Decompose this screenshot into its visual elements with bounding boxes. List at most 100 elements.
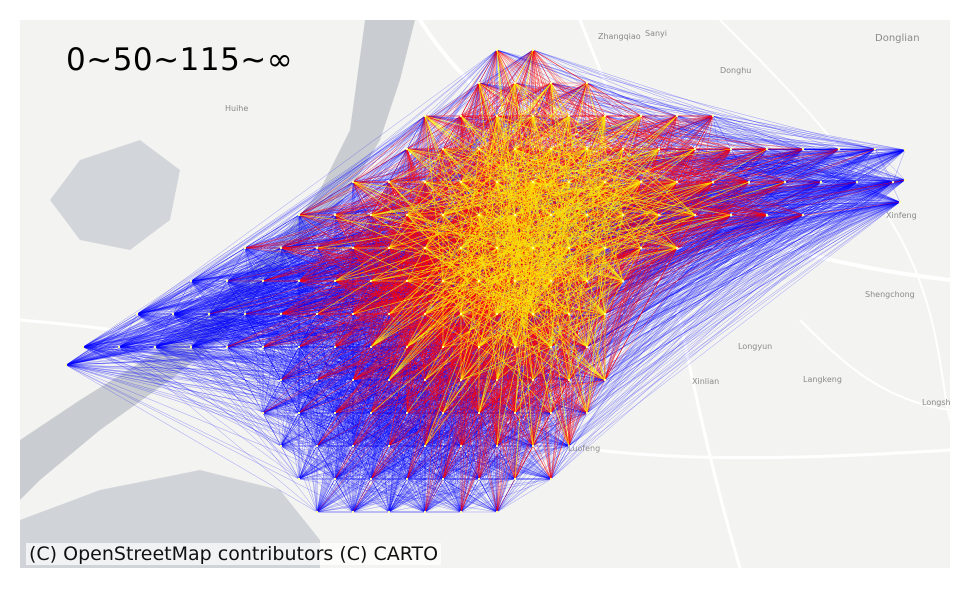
place-label: Shengchong — [865, 290, 915, 299]
zone-node — [423, 312, 427, 316]
zone-node — [189, 279, 193, 283]
zone-node — [693, 147, 697, 151]
zone-node — [315, 378, 319, 382]
zone-node — [513, 147, 517, 151]
zone-node — [243, 246, 247, 250]
zone-node — [513, 213, 517, 217]
zone-node — [459, 180, 463, 184]
zone-node — [279, 444, 283, 448]
lake — [50, 140, 180, 250]
zone-node — [423, 378, 427, 382]
road — [799, 319, 950, 411]
zone-node — [603, 378, 607, 382]
place-label: Luofeng — [568, 444, 601, 453]
zone-node — [495, 510, 499, 514]
zone-node — [495, 312, 499, 316]
zone-node — [567, 444, 571, 448]
zone-node — [603, 114, 607, 118]
zone-node — [405, 279, 409, 283]
place-label: Huihe — [225, 104, 249, 113]
zone-node — [423, 444, 427, 448]
zone-node — [603, 312, 607, 316]
zone-node — [441, 279, 445, 283]
zone-node — [801, 147, 805, 151]
zone-node — [675, 246, 679, 250]
zone-node — [765, 147, 769, 151]
zone-node — [783, 180, 787, 184]
zone-node — [903, 178, 907, 182]
zone-node — [513, 345, 517, 349]
zone-node — [441, 411, 445, 415]
zone-node — [621, 279, 625, 283]
zone-node — [729, 147, 733, 151]
zone-node — [261, 279, 265, 283]
zone-node — [477, 345, 481, 349]
zone-node — [567, 246, 571, 250]
zone-node — [477, 279, 481, 283]
zone-node — [603, 180, 607, 184]
zone-node — [819, 180, 823, 184]
zone-node — [387, 246, 391, 250]
zone-node — [441, 213, 445, 217]
zone-node — [459, 312, 463, 316]
zone-node — [405, 213, 409, 217]
zone-node — [675, 114, 679, 118]
flow-layer-high-lines — [298, 49, 786, 480]
zone-node — [333, 411, 337, 415]
zone-node — [423, 510, 427, 514]
place-label: Longyun — [738, 342, 773, 351]
zone-node — [351, 246, 355, 250]
zone-node — [513, 411, 517, 415]
zone-node — [639, 114, 643, 118]
zone-node — [567, 114, 571, 118]
zone-node — [513, 279, 517, 283]
zone-node — [369, 411, 373, 415]
zone-node — [423, 114, 427, 118]
map-canvas[interactable] — [20, 20, 950, 568]
place-label: Donghu — [720, 66, 752, 75]
zone-node — [531, 312, 535, 316]
zone-node — [261, 411, 265, 415]
zone-node — [243, 312, 247, 316]
zone-node — [387, 312, 391, 316]
zone-node — [351, 444, 355, 448]
zone-node — [135, 312, 139, 316]
zone-node — [64, 363, 68, 367]
map-frame[interactable]: Zhangqiao Sanyi Donglian Donghu Huihe Xi… — [20, 20, 950, 568]
zone-node — [207, 312, 211, 316]
zone-node — [567, 378, 571, 382]
zone-node — [837, 147, 841, 151]
zone-node — [711, 114, 715, 118]
zone-node — [387, 510, 391, 514]
zone-node — [405, 345, 409, 349]
zone-node — [801, 213, 805, 217]
place-label: Zhangqiao — [598, 32, 641, 41]
zone-node — [423, 246, 427, 250]
zone-node — [495, 444, 499, 448]
zone-node — [405, 147, 409, 151]
zone-node — [279, 378, 283, 382]
zone-node — [441, 147, 445, 151]
zone-node — [387, 444, 391, 448]
zone-node — [261, 345, 265, 349]
zone-node — [903, 148, 907, 152]
zone-node — [531, 444, 535, 448]
zone-node — [297, 213, 301, 217]
zone-node — [405, 411, 409, 415]
zone-node — [459, 444, 463, 448]
zone-node — [549, 345, 553, 349]
zone-node — [369, 477, 373, 481]
zone-node — [315, 246, 319, 250]
zone-node — [549, 279, 553, 283]
zone-node — [855, 180, 859, 184]
zone-node — [495, 48, 499, 52]
zone-node — [765, 213, 769, 217]
zone-node — [657, 213, 661, 217]
zone-node — [549, 411, 553, 415]
zone-node — [585, 81, 589, 85]
zone-node — [297, 345, 301, 349]
zone-node — [171, 312, 175, 316]
zone-node — [333, 213, 337, 217]
zone-node — [567, 312, 571, 316]
zone-node — [531, 246, 535, 250]
